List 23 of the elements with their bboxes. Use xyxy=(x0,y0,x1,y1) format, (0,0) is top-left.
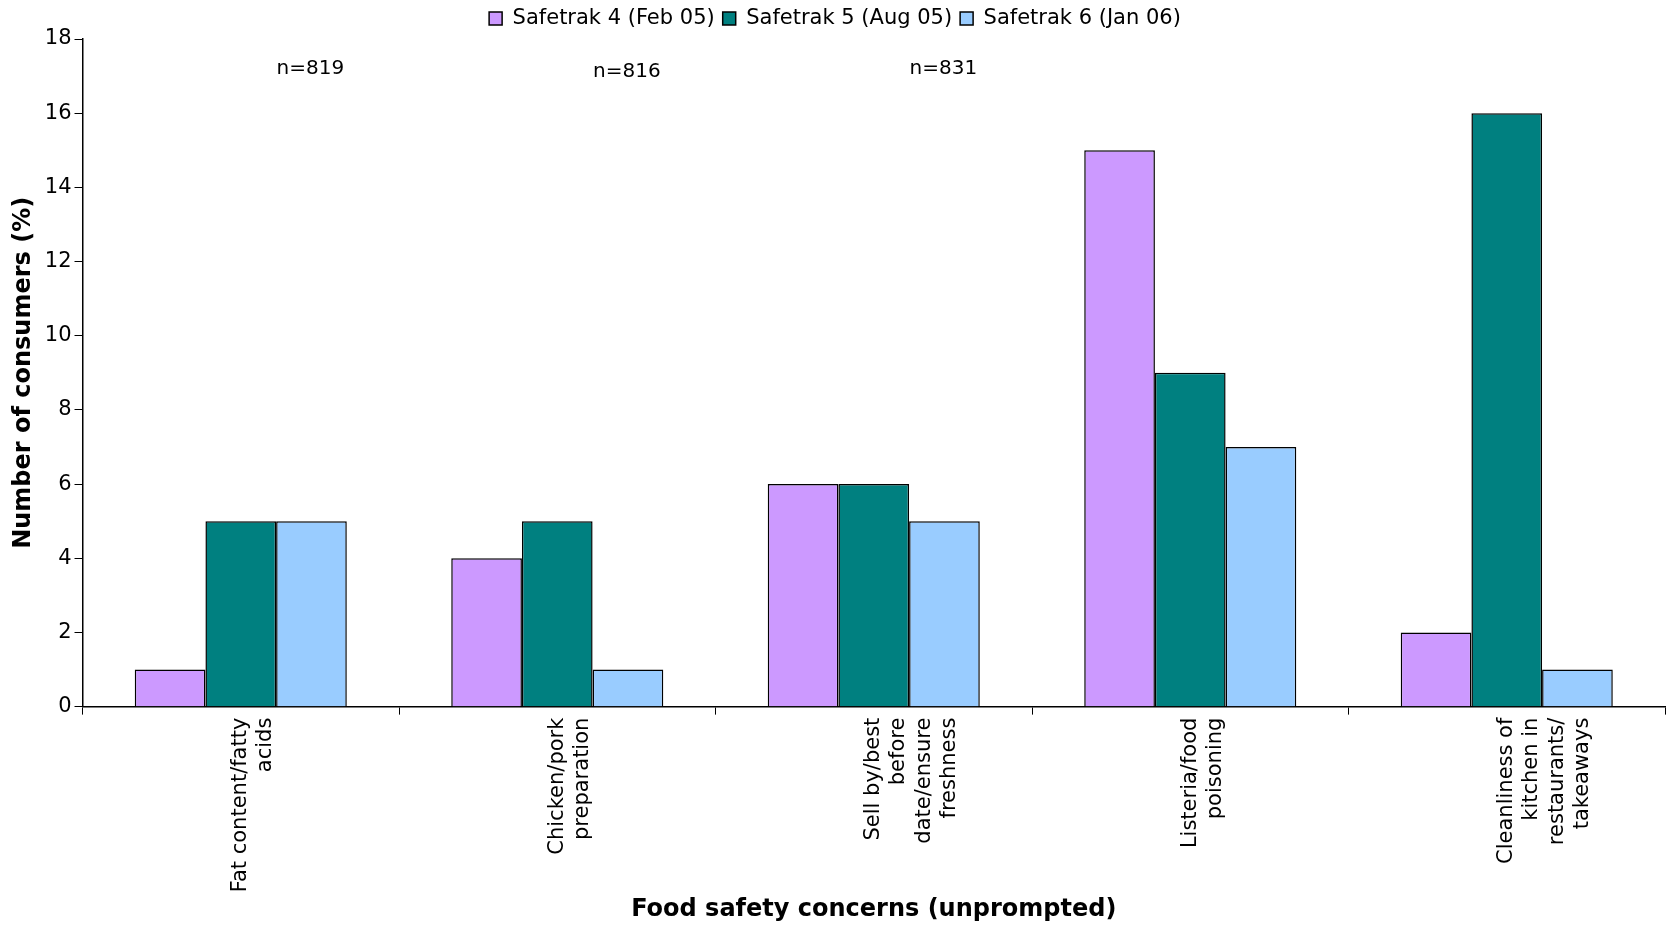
y-tick-label: 16 xyxy=(44,99,72,124)
y-tick-label: 4 xyxy=(58,544,72,569)
y-tick-label: 2 xyxy=(58,618,72,643)
annotation: n=819 xyxy=(276,55,345,80)
legend-label: Safetrak 6 (Jan 06) xyxy=(983,4,1181,29)
y-axis-title: Number of consumers (%) xyxy=(7,196,36,549)
x-tick-label: Chicken/pork preparation xyxy=(543,716,593,855)
x-tick-label: Listeria/food poisoning xyxy=(1176,717,1226,849)
x-tick-label: Cleanliness of kitchen in restaurants/ takeaways xyxy=(1493,716,1593,864)
y-tick-label: 12 xyxy=(44,248,72,272)
x-tick-label: Sell by/best before date/ensure freshness xyxy=(860,717,960,844)
y-tick-label: 8 xyxy=(58,396,72,421)
y-tick-label: 14 xyxy=(44,173,72,198)
x-tick-label: Fat content/fatty acids xyxy=(227,717,277,893)
y-tick-label: 10 xyxy=(44,322,72,347)
legend-label: Safetrak 4 (Feb 05) xyxy=(512,4,715,29)
legend-label: Safetrak 5 (Aug 05) xyxy=(746,4,953,29)
annotation: n=831 xyxy=(909,55,978,80)
annotation: n=816 xyxy=(593,58,661,83)
y-tick-label: 6 xyxy=(58,470,72,495)
y-tick-label: 0 xyxy=(58,693,72,718)
y-tick-label: 18 xyxy=(44,25,72,50)
x-axis-title: Food safety concerns (unprompted) xyxy=(631,893,1117,922)
